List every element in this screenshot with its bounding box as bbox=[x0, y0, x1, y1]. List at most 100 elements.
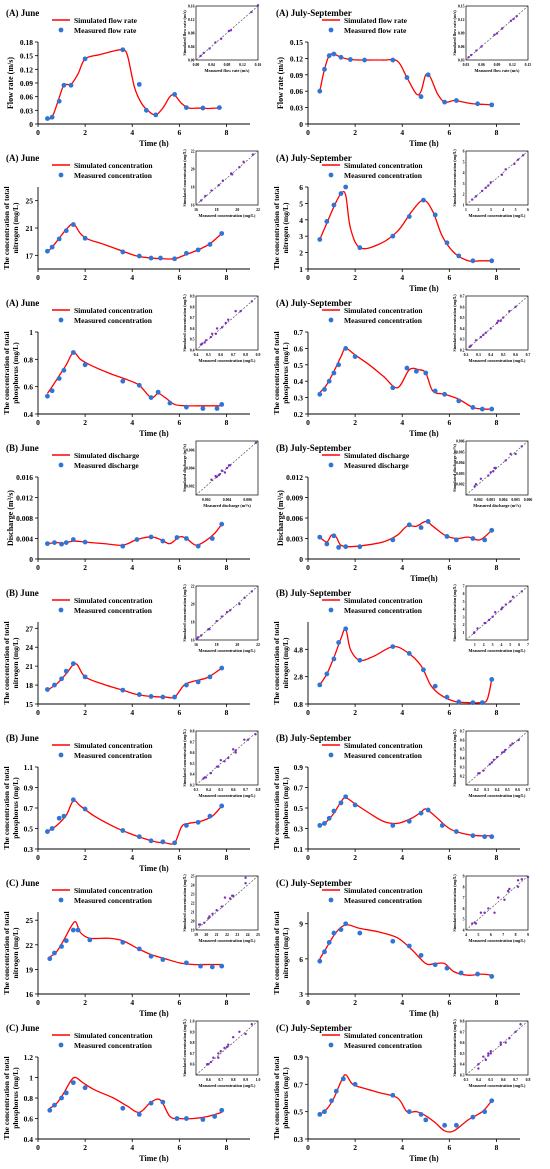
y-tick-label: 16 bbox=[26, 990, 34, 999]
measured-point bbox=[70, 350, 76, 355]
svg-text:Flow rate (m/s): Flow rate (m/s) bbox=[276, 57, 285, 109]
y-tick-label: 0.3 bbox=[294, 825, 304, 834]
measured-point bbox=[82, 539, 88, 545]
inset-point bbox=[497, 319, 500, 323]
legend-label-simulated: Simulated concentration bbox=[344, 1031, 423, 1040]
measured-point bbox=[482, 1109, 488, 1115]
measured-point bbox=[331, 51, 337, 57]
inset-point bbox=[492, 758, 496, 761]
inset-frame bbox=[465, 585, 529, 641]
inset-x-tick-label: 0.006 bbox=[524, 498, 533, 502]
inset-point bbox=[228, 464, 232, 467]
measured-point bbox=[418, 952, 424, 958]
measured-point bbox=[456, 253, 462, 259]
measured-point bbox=[470, 405, 476, 410]
inset-x-tick-label: 0.3 bbox=[476, 353, 481, 357]
y-tick-label: 0.003 bbox=[286, 535, 303, 544]
inset-x-tick-label: 18 bbox=[215, 643, 219, 647]
x-tick-label: 8 bbox=[225, 128, 229, 137]
inset-y-axis-label: Simulated flow rate (m/s) bbox=[452, 10, 457, 56]
y-tick-label: 4.8 bbox=[294, 645, 304, 654]
x-axis-label: Time (h) bbox=[409, 1009, 439, 1018]
inset-point bbox=[201, 342, 204, 345]
inset-x-tick-label: 0.4 bbox=[488, 353, 493, 357]
inset-point bbox=[506, 889, 510, 893]
inset-point bbox=[219, 37, 223, 40]
measured-point bbox=[160, 694, 166, 700]
inset-x-axis-label: Measured concentration (mg/L) bbox=[469, 938, 527, 943]
inset-point bbox=[217, 184, 220, 187]
measured-point bbox=[52, 682, 57, 688]
measured-point bbox=[423, 1117, 429, 1123]
svg-text:Simulated flow rate (m/s): Simulated flow rate (m/s) bbox=[452, 10, 457, 56]
inset-x-tick-label: 0.003 bbox=[487, 498, 496, 502]
y-tick-label: 0.15 bbox=[20, 52, 33, 61]
y-tick-label: 15 bbox=[26, 700, 34, 709]
inset-x-axis-label: Measured flow rate (m/s) bbox=[205, 68, 251, 73]
measured-point bbox=[317, 958, 323, 964]
y-tick-label: 3 bbox=[299, 232, 303, 241]
x-tick-label: 4 bbox=[130, 1143, 134, 1152]
x-tick-label: 0 bbox=[36, 273, 40, 282]
measured-point bbox=[456, 398, 462, 404]
inset-y-tick-label: 21 bbox=[191, 911, 195, 915]
measured-point bbox=[82, 362, 88, 368]
measured-point bbox=[489, 1098, 495, 1104]
chart-panel-15: (C) June 0.4 0.6 0.8 1 1.2 0 2 4 6 8 Time (h) The co… bbox=[2, 1019, 260, 1163]
y-tick-label: 0.18 bbox=[20, 38, 33, 47]
measured-point bbox=[348, 57, 353, 62]
inset-y-tick-label: 0.3 bbox=[460, 338, 465, 342]
inset-y-tick-label: 1.0 bbox=[190, 1020, 195, 1024]
x-tick-label: 6 bbox=[447, 563, 451, 572]
x-tick-label: 4 bbox=[130, 128, 134, 137]
x-tick-label: 0 bbox=[36, 563, 40, 572]
y-tick-label: 0.7 bbox=[24, 804, 34, 813]
measured-point bbox=[172, 256, 178, 262]
measured-point bbox=[47, 1107, 53, 1113]
svg-text:Simulated discharge (m³/s): Simulated discharge (m³/s) bbox=[182, 444, 187, 492]
inset-point bbox=[516, 885, 520, 888]
x-tick-label: 2 bbox=[353, 998, 357, 1007]
inset-y-axis-label: Simulated concentration (mg/L) bbox=[182, 874, 187, 932]
inset-point bbox=[474, 483, 478, 486]
x-tick-label: 8 bbox=[225, 853, 229, 862]
measured-point bbox=[68, 82, 74, 88]
inset-point bbox=[223, 1046, 226, 1050]
inset-point bbox=[210, 189, 213, 192]
inset-point bbox=[499, 1043, 502, 1046]
measured-point bbox=[61, 82, 67, 88]
panel-label: (B) June bbox=[6, 733, 39, 743]
x-tick-label: 2 bbox=[83, 128, 87, 137]
x-tick-label: 8 bbox=[495, 998, 499, 1007]
inset-point bbox=[474, 922, 478, 925]
x-axis-label: Time (h) bbox=[409, 284, 439, 293]
simulated-series-line bbox=[319, 520, 493, 548]
inset-x-tick-label: 0.04 bbox=[208, 63, 215, 67]
inset-y-tick-label: 0.9 bbox=[190, 1030, 195, 1034]
inset-x-tick-label: 0.002 bbox=[202, 498, 211, 502]
inset-y-axis-label: Simulated concentration (mg/L) bbox=[182, 294, 187, 352]
measured-point bbox=[195, 247, 201, 253]
y-tick-label: 0.016 bbox=[16, 473, 33, 482]
inset-y-tick-label: 0.7 bbox=[190, 316, 195, 320]
inset-y-tick-label: 3 bbox=[463, 182, 465, 186]
y-tick-label: 0.03 bbox=[20, 106, 33, 115]
legend-point-swatch bbox=[58, 172, 64, 178]
inset-x-tick-label: 0.5 bbox=[218, 788, 223, 792]
x-tick-label: 2 bbox=[353, 853, 357, 862]
inset-point bbox=[495, 321, 499, 325]
inset-point bbox=[521, 154, 525, 157]
measured-point bbox=[160, 538, 166, 544]
inset-x-axis-label: Measured concentration (mg/L) bbox=[199, 938, 257, 943]
chart-panel-12: (B) July-September 0.1 0.3 0.5 0.7 0.9 0 2 4 6 8 Th… bbox=[272, 729, 530, 862]
inset-y-tick-label: 20 bbox=[191, 168, 195, 172]
inset-point bbox=[478, 772, 481, 775]
inset-scatter: 0.40.40.50.50.60.60.70.70.80.80.90.9Meas… bbox=[182, 294, 260, 363]
measured-point bbox=[479, 406, 485, 412]
measured-point bbox=[479, 700, 485, 706]
inset-point bbox=[502, 316, 505, 319]
inset-point bbox=[239, 309, 242, 313]
measured-point bbox=[198, 963, 203, 969]
